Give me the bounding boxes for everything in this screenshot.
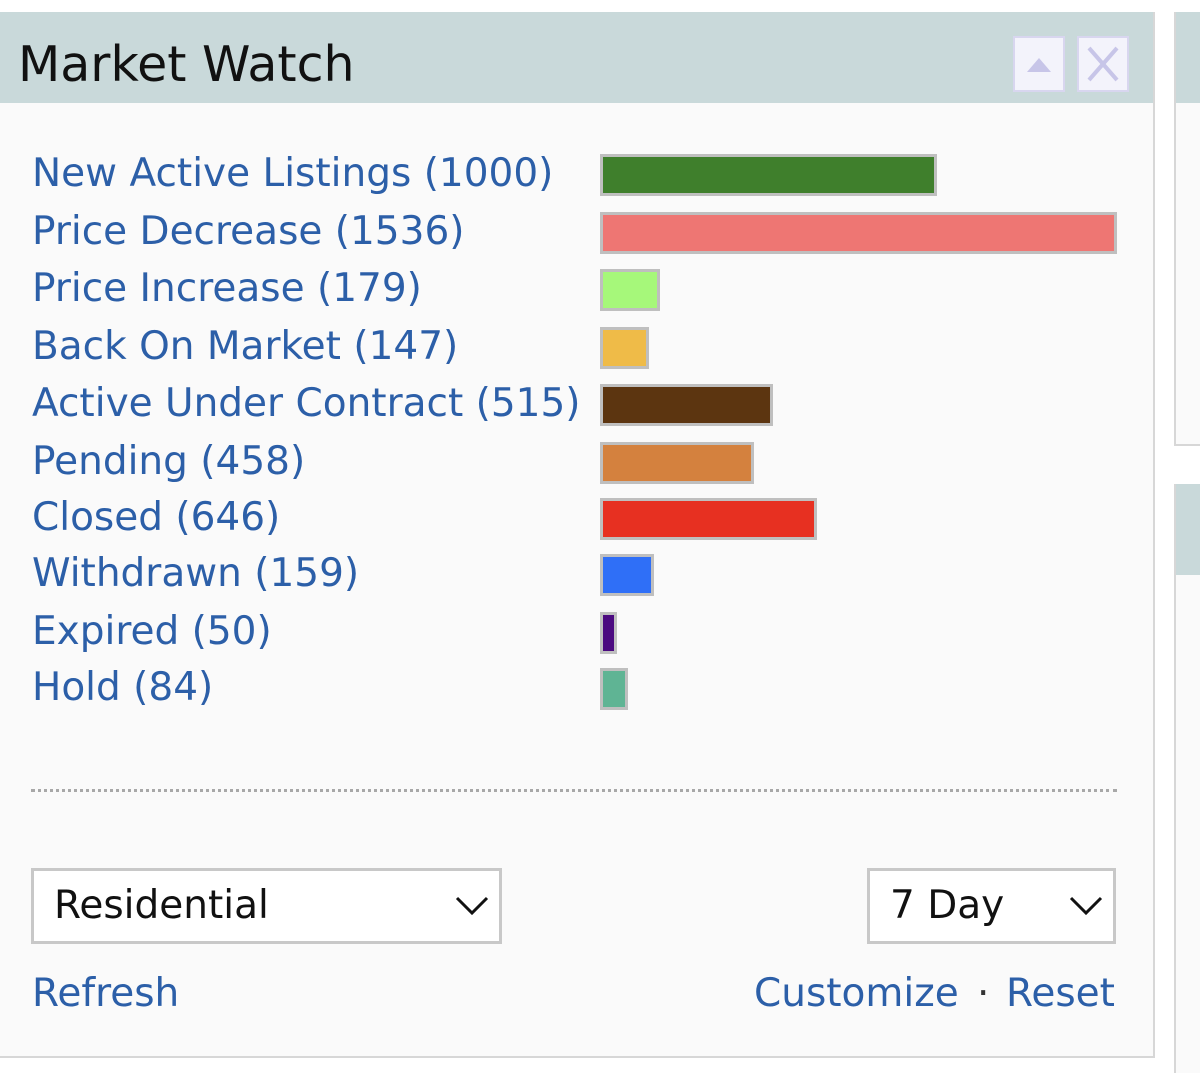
market-stat-bar [600, 269, 660, 311]
market-stat-link[interactable]: Pending (458) [32, 439, 306, 484]
adjacent-panel [1174, 12, 1200, 446]
adjacent-panel-header [1176, 12, 1200, 103]
market-stat-bar [600, 554, 654, 596]
market-stat-row: Back On Market (147) [32, 323, 1122, 371]
property-type-value: Residential [54, 883, 269, 928]
collapse-button[interactable] [1013, 36, 1065, 92]
market-stat-bar [600, 498, 817, 540]
market-stat-link[interactable]: New Active Listings (1000) [32, 151, 554, 196]
period-value: 7 Day [890, 883, 1005, 928]
market-stat-link[interactable]: Hold (84) [32, 665, 214, 710]
market-stat-bar [600, 212, 1117, 254]
market-stat-link[interactable]: Price Increase (179) [32, 266, 422, 311]
panel-header: Market Watch [0, 12, 1153, 103]
period-select[interactable]: 7 Day [867, 868, 1116, 944]
adjacent-panel-header [1176, 484, 1200, 575]
market-stat-bar [600, 442, 754, 484]
close-button[interactable] [1077, 36, 1129, 92]
market-stat-row: New Active Listings (1000) [32, 150, 1122, 198]
market-stat-link[interactable]: Expired (50) [32, 609, 272, 654]
market-stat-row: Pending (458) [32, 438, 1122, 486]
refresh-link[interactable]: Refresh [32, 971, 180, 1016]
panel-title: Market Watch [18, 36, 355, 93]
market-stat-bar [600, 384, 773, 426]
market-stat-row: Withdrawn (159) [32, 550, 1122, 598]
market-stat-bar [600, 327, 649, 369]
market-stat-bar [600, 612, 617, 654]
market-stat-link[interactable]: Withdrawn (159) [32, 551, 360, 596]
reset-link[interactable]: Reset [1006, 971, 1115, 1016]
market-stat-row: Hold (84) [32, 664, 1122, 712]
property-type-select[interactable]: Residential [31, 868, 502, 944]
link-separator: · [977, 971, 990, 1016]
market-stat-bar [600, 154, 937, 196]
chevron-down-icon [454, 893, 490, 919]
market-stat-link[interactable]: Closed (646) [32, 495, 281, 540]
chevron-down-icon [1068, 893, 1104, 919]
market-stat-link[interactable]: Active Under Contract (515) [32, 381, 581, 426]
market-stat-link[interactable]: Back On Market (147) [32, 324, 459, 369]
market-stat-row: Expired (50) [32, 608, 1122, 656]
market-stat-row: Price Increase (179) [32, 265, 1122, 313]
market-stat-row: Price Decrease (1536) [32, 208, 1122, 256]
market-stat-link[interactable]: Price Decrease (1536) [32, 209, 465, 254]
market-stat-row: Closed (646) [32, 494, 1122, 542]
market-stat-row: Active Under Contract (515) [32, 380, 1122, 428]
divider [31, 789, 1117, 792]
market-watch-panel: Market Watch New Active Listings (1000) P… [0, 12, 1155, 1058]
market-stat-bar [600, 668, 628, 710]
customize-link[interactable]: Customize [754, 971, 959, 1016]
adjacent-panel [1174, 484, 1200, 1073]
